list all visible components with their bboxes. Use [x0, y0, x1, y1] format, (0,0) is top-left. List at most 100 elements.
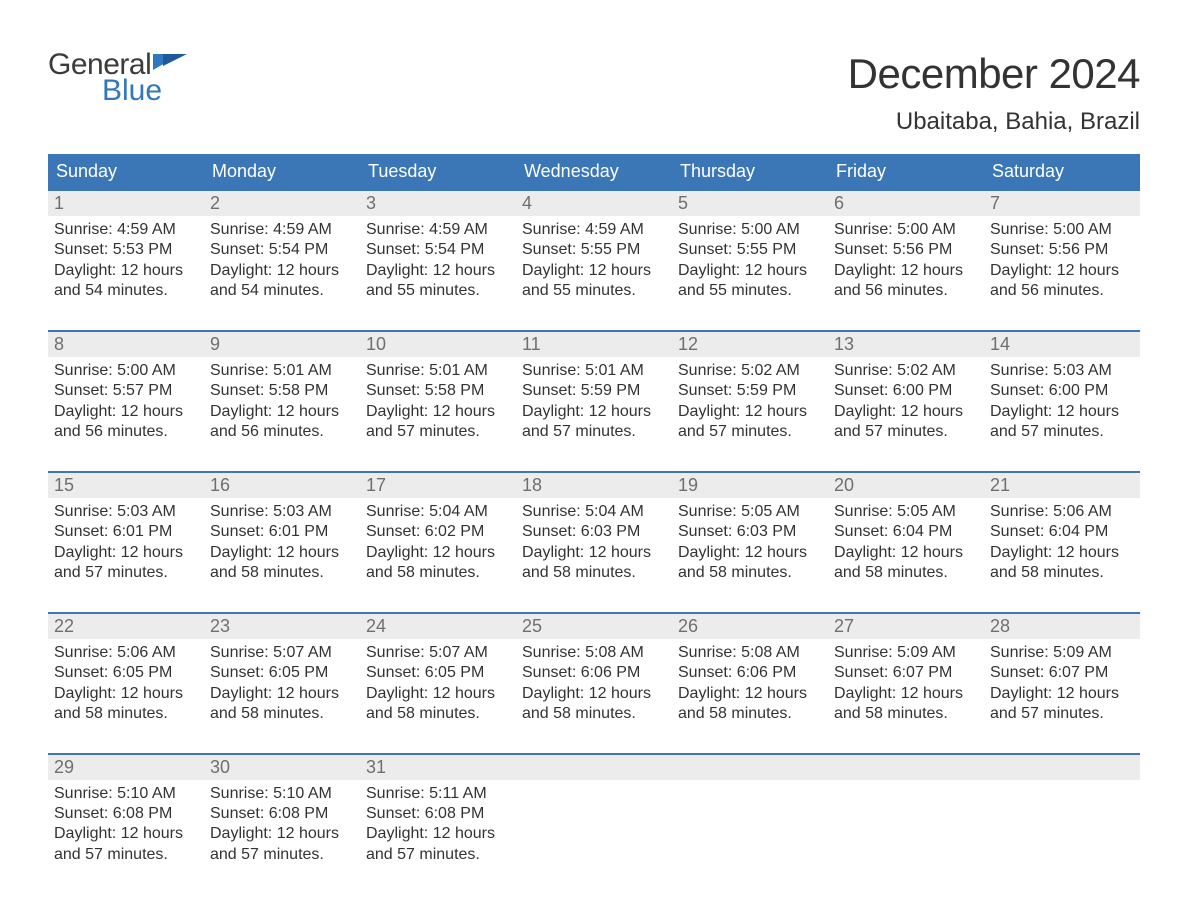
- sunrise-line: Sunrise: 5:00 AM: [678, 220, 822, 240]
- daylight-line: Daylight: 12 hours and 55 minutes.: [366, 261, 510, 302]
- cell-body: Sunrise: 5:00 AMSunset: 5:56 PMDaylight:…: [828, 216, 984, 302]
- sunset-line: Sunset: 6:00 PM: [990, 381, 1134, 401]
- sunrise-line: Sunrise: 5:02 AM: [678, 361, 822, 381]
- daylight-line: Daylight: 12 hours and 57 minutes.: [54, 824, 198, 865]
- day-number: 25: [516, 614, 672, 639]
- calendar-cell: 23Sunrise: 5:07 AMSunset: 6:05 PMDayligh…: [204, 614, 360, 753]
- sunset-line: Sunset: 5:59 PM: [522, 381, 666, 401]
- cell-body: Sunrise: 5:01 AMSunset: 5:59 PMDaylight:…: [516, 357, 672, 443]
- day-header: Thursday: [672, 154, 828, 189]
- cell-body: Sunrise: 5:00 AMSunset: 5:55 PMDaylight:…: [672, 216, 828, 302]
- daylight-line: Daylight: 12 hours and 57 minutes.: [834, 402, 978, 443]
- sunset-line: Sunset: 5:57 PM: [54, 381, 198, 401]
- sunrise-line: Sunrise: 5:00 AM: [834, 220, 978, 240]
- daylight-line: Daylight: 12 hours and 58 minutes.: [522, 684, 666, 725]
- day-number: 21: [984, 473, 1140, 498]
- sunset-line: Sunset: 6:01 PM: [54, 522, 198, 542]
- cell-body: Sunrise: 5:05 AMSunset: 6:03 PMDaylight:…: [672, 498, 828, 584]
- location-subtitle: Ubaitaba, Bahia, Brazil: [848, 108, 1140, 136]
- day-number: 17: [360, 473, 516, 498]
- sunset-line: Sunset: 6:04 PM: [834, 522, 978, 542]
- calendar-cell: 19Sunrise: 5:05 AMSunset: 6:03 PMDayligh…: [672, 473, 828, 612]
- sunrise-line: Sunrise: 5:04 AM: [366, 502, 510, 522]
- day-number: 20: [828, 473, 984, 498]
- sunset-line: Sunset: 5:58 PM: [366, 381, 510, 401]
- daylight-line: Daylight: 12 hours and 58 minutes.: [210, 543, 354, 584]
- sunrise-line: Sunrise: 5:02 AM: [834, 361, 978, 381]
- cell-body: Sunrise: 4:59 AMSunset: 5:54 PMDaylight:…: [204, 216, 360, 302]
- sunset-line: Sunset: 6:03 PM: [678, 522, 822, 542]
- calendar-cell: 5Sunrise: 5:00 AMSunset: 5:55 PMDaylight…: [672, 191, 828, 330]
- cell-body: Sunrise: 4:59 AMSunset: 5:55 PMDaylight:…: [516, 216, 672, 302]
- calendar-week: 1Sunrise: 4:59 AMSunset: 5:53 PMDaylight…: [48, 189, 1140, 330]
- daylight-line: Daylight: 12 hours and 54 minutes.: [54, 261, 198, 302]
- day-number: 11: [516, 332, 672, 357]
- calendar-cell: 7Sunrise: 5:00 AMSunset: 5:56 PMDaylight…: [984, 191, 1140, 330]
- daylight-line: Daylight: 12 hours and 58 minutes.: [834, 684, 978, 725]
- day-header: Monday: [204, 154, 360, 189]
- day-number: 14: [984, 332, 1140, 357]
- sunrise-line: Sunrise: 5:06 AM: [54, 643, 198, 663]
- sunrise-line: Sunrise: 5:00 AM: [54, 361, 198, 381]
- daylight-line: Daylight: 12 hours and 54 minutes.: [210, 261, 354, 302]
- sunset-line: Sunset: 6:07 PM: [990, 663, 1134, 683]
- daylight-line: Daylight: 12 hours and 58 minutes.: [366, 684, 510, 725]
- calendar-week: 15Sunrise: 5:03 AMSunset: 6:01 PMDayligh…: [48, 471, 1140, 612]
- daylight-line: Daylight: 12 hours and 56 minutes.: [990, 261, 1134, 302]
- sunrise-line: Sunrise: 5:04 AM: [522, 502, 666, 522]
- header: General Blue December 2024 Ubaitaba, Bah…: [48, 50, 1140, 148]
- sunset-line: Sunset: 5:54 PM: [366, 240, 510, 260]
- day-header: Saturday: [984, 154, 1140, 189]
- sunrise-line: Sunrise: 5:00 AM: [990, 220, 1134, 240]
- daylight-line: Daylight: 12 hours and 57 minutes.: [366, 402, 510, 443]
- calendar-cell: 0: [672, 755, 828, 894]
- day-header: Tuesday: [360, 154, 516, 189]
- calendar-cell: 11Sunrise: 5:01 AMSunset: 5:59 PMDayligh…: [516, 332, 672, 471]
- day-number: 12: [672, 332, 828, 357]
- daylight-line: Daylight: 12 hours and 57 minutes.: [522, 402, 666, 443]
- daylight-line: Daylight: 12 hours and 58 minutes.: [210, 684, 354, 725]
- sunset-line: Sunset: 6:05 PM: [366, 663, 510, 683]
- sunrise-line: Sunrise: 4:59 AM: [366, 220, 510, 240]
- daylight-line: Daylight: 12 hours and 57 minutes.: [990, 402, 1134, 443]
- sunrise-line: Sunrise: 5:05 AM: [834, 502, 978, 522]
- sunset-line: Sunset: 5:55 PM: [522, 240, 666, 260]
- sunrise-line: Sunrise: 5:09 AM: [834, 643, 978, 663]
- day-number: 1: [48, 191, 204, 216]
- sunset-line: Sunset: 6:08 PM: [54, 804, 198, 824]
- calendar-cell: 9Sunrise: 5:01 AMSunset: 5:58 PMDaylight…: [204, 332, 360, 471]
- sunset-line: Sunset: 6:02 PM: [366, 522, 510, 542]
- day-number: 19: [672, 473, 828, 498]
- daylight-line: Daylight: 12 hours and 57 minutes.: [210, 824, 354, 865]
- calendar-cell: 8Sunrise: 5:00 AMSunset: 5:57 PMDaylight…: [48, 332, 204, 471]
- cell-body: Sunrise: 5:09 AMSunset: 6:07 PMDaylight:…: [828, 639, 984, 725]
- calendar-cell: 18Sunrise: 5:04 AMSunset: 6:03 PMDayligh…: [516, 473, 672, 612]
- sunrise-line: Sunrise: 5:07 AM: [366, 643, 510, 663]
- cell-body: Sunrise: 5:10 AMSunset: 6:08 PMDaylight:…: [204, 780, 360, 866]
- sunset-line: Sunset: 6:08 PM: [366, 804, 510, 824]
- daylight-line: Daylight: 12 hours and 58 minutes.: [678, 543, 822, 584]
- day-headers-row: SundayMondayTuesdayWednesdayThursdayFrid…: [48, 154, 1140, 189]
- cell-body: Sunrise: 5:04 AMSunset: 6:03 PMDaylight:…: [516, 498, 672, 584]
- daylight-line: Daylight: 12 hours and 57 minutes.: [990, 684, 1134, 725]
- calendar-cell: 1Sunrise: 4:59 AMSunset: 5:53 PMDaylight…: [48, 191, 204, 330]
- cell-body: Sunrise: 5:09 AMSunset: 6:07 PMDaylight:…: [984, 639, 1140, 725]
- daylight-line: Daylight: 12 hours and 58 minutes.: [678, 684, 822, 725]
- daylight-line: Daylight: 12 hours and 58 minutes.: [54, 684, 198, 725]
- sunrise-line: Sunrise: 4:59 AM: [54, 220, 198, 240]
- cell-body: Sunrise: 5:03 AMSunset: 6:01 PMDaylight:…: [48, 498, 204, 584]
- calendar-cell: 17Sunrise: 5:04 AMSunset: 6:02 PMDayligh…: [360, 473, 516, 612]
- daylight-line: Daylight: 12 hours and 56 minutes.: [210, 402, 354, 443]
- calendar-cell: 6Sunrise: 5:00 AMSunset: 5:56 PMDaylight…: [828, 191, 984, 330]
- daylight-line: Daylight: 12 hours and 58 minutes.: [990, 543, 1134, 584]
- cell-body: Sunrise: 5:05 AMSunset: 6:04 PMDaylight:…: [828, 498, 984, 584]
- page-title: December 2024: [848, 50, 1140, 98]
- cell-body: Sunrise: 5:06 AMSunset: 6:04 PMDaylight:…: [984, 498, 1140, 584]
- brand-word-2: Blue: [102, 76, 187, 106]
- calendar-cell: 30Sunrise: 5:10 AMSunset: 6:08 PMDayligh…: [204, 755, 360, 894]
- cell-body: Sunrise: 5:10 AMSunset: 6:08 PMDaylight:…: [48, 780, 204, 866]
- sunrise-line: Sunrise: 5:01 AM: [366, 361, 510, 381]
- daylight-line: Daylight: 12 hours and 56 minutes.: [54, 402, 198, 443]
- sunrise-line: Sunrise: 5:03 AM: [990, 361, 1134, 381]
- sunset-line: Sunset: 6:08 PM: [210, 804, 354, 824]
